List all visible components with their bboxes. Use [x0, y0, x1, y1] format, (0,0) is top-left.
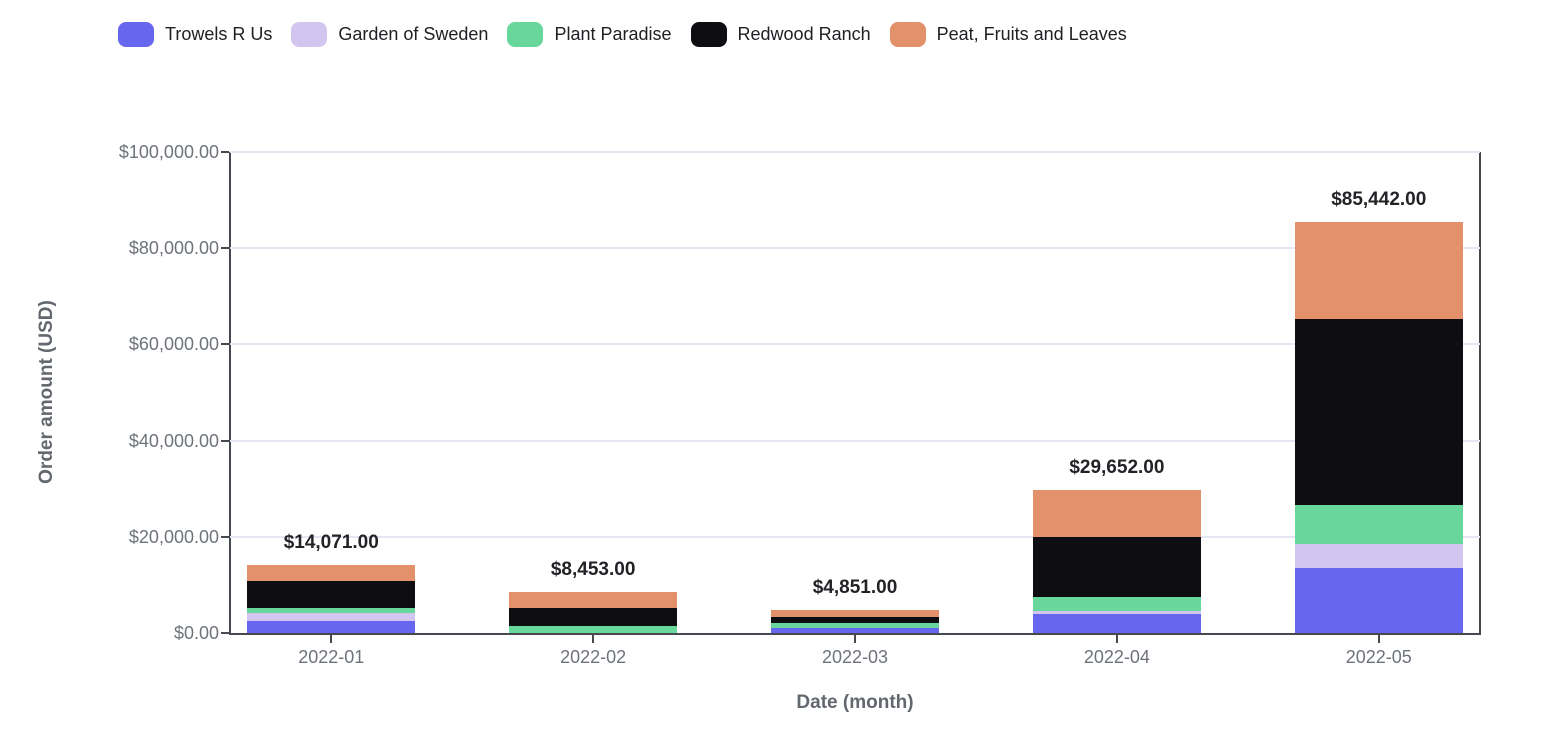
- bar-segment-3-peat-fruits-and-leaves[interactable]: [1032, 490, 1201, 537]
- legend-item-2[interactable]: Plant Paradise: [507, 22, 672, 47]
- legend-swatch-icon: [507, 22, 544, 47]
- legend-swatch-icon: [118, 22, 154, 47]
- y-tick-label: $40,000.00: [128, 430, 219, 451]
- gridline: [230, 439, 1480, 442]
- y-tick-mark: [221, 632, 229, 634]
- x-tick-mark: [854, 635, 856, 643]
- legend-label: Trowels R Us: [165, 24, 273, 44]
- gridline: [230, 247, 1480, 250]
- y-tick-mark: [221, 439, 229, 442]
- x-tick-label: 2022-03: [821, 647, 889, 667]
- legend-item-3[interactable]: Redwood Ranch: [690, 22, 871, 47]
- bar-segment-2-peat-fruits-and-leaves[interactable]: [771, 609, 939, 618]
- legend-swatch-icon: [690, 22, 727, 47]
- bar-segment-2-trowels-r-us[interactable]: [771, 628, 939, 633]
- legend-swatch-icon: [291, 22, 328, 47]
- bar-segment-1-peat-fruits-and-leaves[interactable]: [509, 592, 678, 608]
- axis-line: [229, 152, 231, 635]
- bar-segment-0-peat-fruits-and-leaves[interactable]: [247, 565, 416, 582]
- y-tick-mark: [221, 343, 229, 346]
- bar-total-label: $8,453.00: [550, 559, 636, 581]
- bar-total-label: $14,071.00: [283, 532, 379, 554]
- legend-label: Plant Paradise: [554, 24, 672, 44]
- legend-item-1[interactable]: Garden of Sweden: [291, 22, 488, 47]
- gridline: [230, 151, 1480, 153]
- legend-label: Redwood Ranch: [737, 24, 871, 44]
- bar-segment-4-trowels-r-us[interactable]: [1294, 568, 1463, 633]
- bar-segment-3-garden-of-sweden[interactable]: [1032, 611, 1201, 614]
- x-axis-title: Date (month): [796, 692, 914, 713]
- y-tick-label: $80,000.00: [128, 238, 219, 259]
- legend-label: Garden of Sweden: [338, 24, 489, 44]
- legend-label: Peat, Fruits and Leaves: [936, 24, 1127, 44]
- bar-segment-4-plant-paradise[interactable]: [1294, 504, 1463, 545]
- y-tick-label: $60,000.00: [128, 334, 219, 355]
- y-tick-mark: [221, 151, 229, 153]
- y-tick-mark: [221, 247, 229, 250]
- x-tick-label: 2022-05: [1345, 647, 1412, 667]
- x-tick-mark: [592, 635, 595, 643]
- bar-total-label: $4,851.00: [812, 576, 898, 598]
- bar-segment-4-redwood-ranch[interactable]: [1294, 318, 1463, 505]
- x-tick-mark: [1115, 635, 1118, 643]
- bar-segment-0-redwood-ranch[interactable]: [247, 581, 416, 608]
- bar-total-label: $85,442.00: [1331, 189, 1427, 211]
- bar-segment-3-trowels-r-us[interactable]: [1032, 613, 1201, 633]
- bar-segment-1-plant-paradise[interactable]: [509, 626, 678, 633]
- legend-swatch-icon: [889, 22, 926, 47]
- x-tick-label: 2022-01: [298, 647, 365, 667]
- y-tick-label: $20,000.00: [128, 526, 219, 547]
- x-tick-label: 2022-04: [1083, 647, 1150, 667]
- x-tick-mark: [1377, 635, 1380, 643]
- plot-area: $14,071.00 $8,453.00 $4,851.00 $29,652.00 $8…: [230, 151, 1480, 633]
- bar-segment-0-garden-of-sweden[interactable]: [247, 613, 416, 621]
- bar-segment-3-plant-paradise[interactable]: [1032, 596, 1201, 612]
- axis-line: [1479, 152, 1481, 635]
- x-tick-label: 2022-02: [560, 647, 627, 667]
- gridline: [230, 535, 1480, 538]
- y-tick-mark: [221, 535, 229, 538]
- legend: Trowels R Us Garden of Sweden Plant Paradi…: [118, 22, 1146, 47]
- bar-segment-3-redwood-ranch[interactable]: [1032, 536, 1201, 597]
- legend-item-4[interactable]: Peat, Fruits and Leaves: [889, 22, 1127, 47]
- bar-segment-4-garden-of-sweden[interactable]: [1294, 544, 1463, 569]
- y-axis-title: Order amount (USD): [36, 300, 57, 484]
- axis-line: [229, 633, 1481, 635]
- bar-segment-2-plant-paradise[interactable]: [771, 622, 939, 629]
- legend-item-0[interactable]: Trowels R Us: [118, 22, 272, 47]
- y-tick-label: $100,000.00: [118, 142, 219, 162]
- bar-segment-0-trowels-r-us[interactable]: [247, 620, 416, 633]
- x-tick-mark: [330, 635, 333, 643]
- y-tick-label: $0.00: [173, 623, 219, 643]
- bar-segment-1-redwood-ranch[interactable]: [509, 607, 678, 627]
- bar-segment-2-redwood-ranch[interactable]: [771, 617, 939, 623]
- bar-total-label: $29,652.00: [1069, 457, 1165, 479]
- gridline: [230, 343, 1480, 346]
- bar-segment-0-plant-paradise[interactable]: [247, 608, 416, 614]
- bar-segment-4-peat-fruits-and-leaves[interactable]: [1294, 222, 1463, 319]
